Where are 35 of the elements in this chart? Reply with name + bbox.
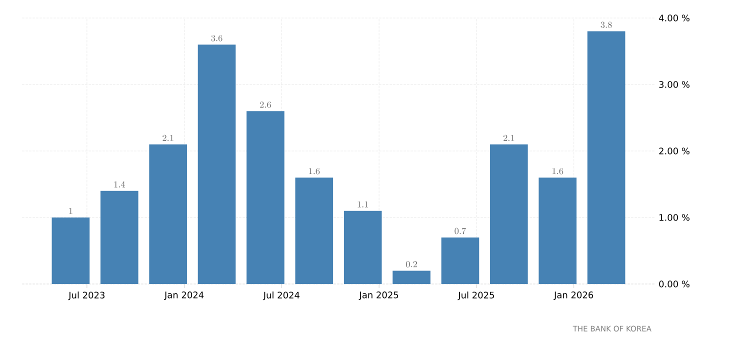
y-tick-label: 1.00 %	[660, 214, 690, 221]
data-label: 2.6	[260, 102, 271, 108]
data-label: 3.6	[211, 35, 222, 42]
y-tick-label: 0.00 %	[659, 280, 690, 288]
bar	[100, 190, 138, 284]
x-tick-label: Jan 2026	[554, 292, 594, 300]
x-tick-label: Jan 2024	[164, 292, 204, 300]
bar	[538, 178, 577, 284]
x-tick-label: Jul 2025	[458, 292, 494, 300]
bar	[246, 111, 284, 284]
bar	[587, 31, 626, 284]
bar	[52, 218, 90, 284]
data-label: 1 . 1	[358, 201, 368, 208]
bar	[344, 210, 382, 284]
data-label: 1 .4	[114, 181, 126, 188]
data-label: 1 .6	[309, 168, 320, 174]
x-tick-label: Jul 2024	[262, 292, 300, 300]
data-label: 2. 1	[162, 134, 174, 141]
y-tick-label: 2.00 %	[659, 148, 690, 154]
x-tick-label: Jul 2023	[68, 292, 105, 300]
bar	[490, 144, 528, 284]
x-tick-label: Jan 2025	[358, 292, 398, 300]
y-tick-label: 3.00 %	[659, 81, 690, 88]
bar	[198, 44, 236, 284]
data-label: 1 .6	[552, 168, 564, 174]
data-label: 3.8	[600, 22, 612, 28]
y-tick-label: 4.00 %	[658, 14, 690, 22]
bar	[295, 178, 334, 284]
data-label: 0.2	[406, 261, 417, 268]
bar	[441, 237, 480, 284]
bar	[392, 270, 430, 284]
data-label: 0.7	[454, 228, 466, 234]
data-label: 1	[69, 208, 72, 214]
data-label: 2. 1	[503, 134, 514, 141]
bar	[149, 144, 187, 284]
